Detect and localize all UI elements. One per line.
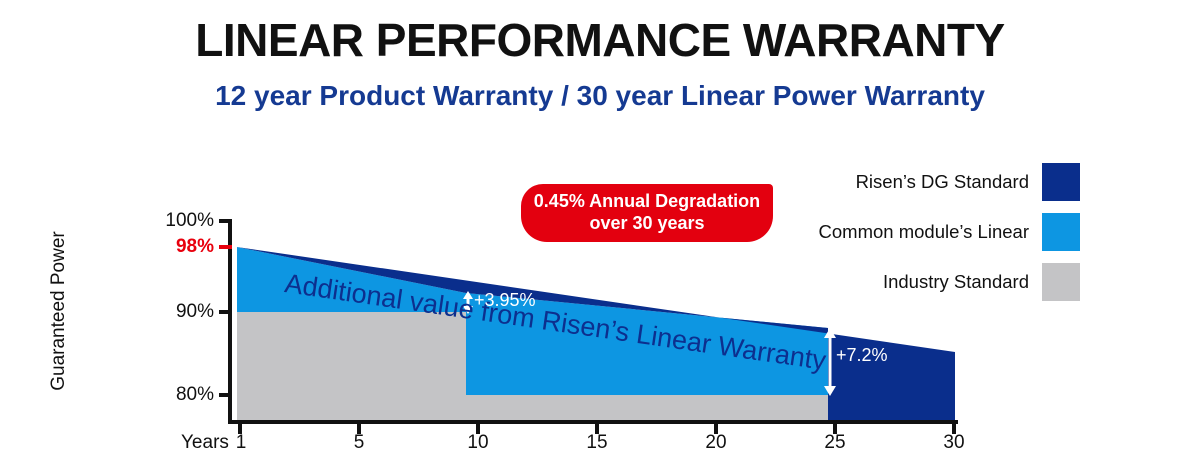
y-axis-title: Guaranteed Power [48, 231, 69, 391]
degradation-badge-line2: over 30 years [589, 213, 705, 233]
x-tick-label-10: 10 [467, 432, 489, 453]
x-tick-label-1: 1 [235, 432, 247, 453]
legend-swatch-risen-dg-standard [1042, 163, 1080, 201]
legend-item-industry-standard: Industry Standard [790, 260, 1080, 304]
x-tick-label-20: 20 [705, 432, 727, 453]
series-area-risen-dg-standard [237, 247, 955, 421]
legend-swatch-common-module-linear [1042, 213, 1080, 251]
x-tick-label-15: 15 [586, 432, 608, 453]
delta-label-year10: +3.95% [474, 290, 536, 310]
y-tick-label-100: 100% [165, 210, 214, 231]
x-tick-label-30: 30 [943, 432, 965, 453]
x-tick-label-5: 5 [353, 432, 365, 453]
y-tick-label-80: 80% [175, 384, 214, 405]
delta-label-year25: +7.2% [836, 345, 888, 365]
degradation-badge: 0.45% Annual Degradation over 30 years [521, 184, 773, 242]
y-tick-label-98: 98% [175, 236, 214, 257]
x-axis-title: Years [181, 432, 229, 453]
legend-label-industry-standard: Industry Standard [882, 271, 1029, 292]
y-tick-label-90: 90% [175, 301, 214, 322]
legend-swatch-industry-standard [1042, 263, 1080, 301]
series-area-industry-standard [237, 312, 828, 421]
legend-item-common-module-linear: Common module’s Linear [790, 210, 1080, 254]
legend-label-risen-dg-standard: Risen’s DG Standard [855, 171, 1029, 192]
page-subtitle: 12 year Product Warranty / 30 year Linea… [215, 80, 985, 111]
page-title: LINEAR PERFORMANCE WARRANTY [195, 14, 1005, 66]
degradation-badge-line1: 0.45% Annual Degradation [533, 191, 761, 212]
chart-legend: Risen’s DG Standard Common module’s Line… [790, 160, 1080, 310]
delta-arrow-year25 [824, 328, 836, 396]
delta-arrow-year10 [463, 291, 473, 314]
legend-label-common-module-linear: Common module’s Linear [818, 221, 1029, 242]
series-area-common-linear [237, 247, 828, 395]
x-tick-label-25: 25 [824, 432, 846, 453]
legend-item-risen-dg-standard: Risen’s DG Standard [790, 160, 1080, 204]
